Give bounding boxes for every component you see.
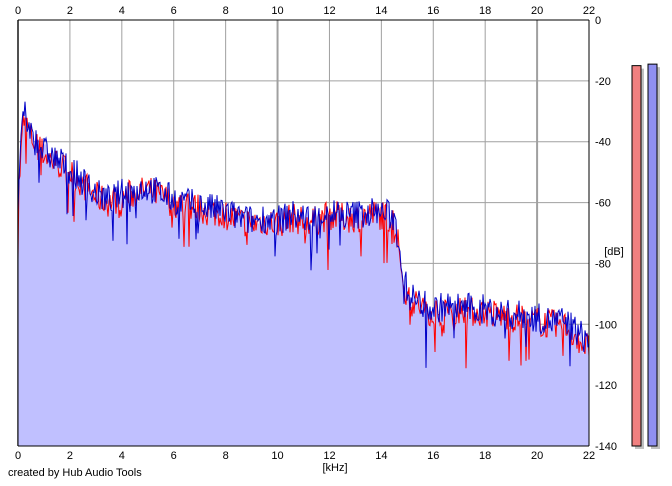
x-tick-label-bottom: 2: [67, 450, 73, 462]
y-tick-label: -40: [595, 137, 611, 149]
y-tick-label: 0: [595, 15, 601, 27]
x-tick-label-top: 4: [119, 5, 125, 17]
y-axis-label: [dB]: [604, 246, 624, 258]
y-tick-label: -140: [595, 441, 617, 453]
footer-credit: created by Hub Audio Tools: [8, 467, 142, 479]
x-tick-label-bottom: 0: [15, 450, 21, 462]
series-line-left: [17, 113, 590, 369]
y-tick-label: -80: [595, 258, 611, 270]
y-tick-label: -120: [595, 380, 617, 392]
x-tick-label-top: 10: [271, 5, 283, 17]
y-tick-label: -100: [595, 319, 617, 331]
x-tick-label-top: 6: [171, 5, 177, 17]
x-tick-label-top: 22: [583, 5, 595, 17]
x-tick-label-top: 14: [375, 5, 387, 17]
x-tick-label-top: 20: [531, 5, 543, 17]
x-tick-label-top: 2: [67, 5, 73, 17]
x-tick-label-top: 18: [479, 5, 491, 17]
x-tick-label-bottom: 10: [271, 450, 283, 462]
x-tick-label-bottom: 14: [375, 450, 387, 462]
level-meter-bar: [631, 65, 642, 447]
x-tick-label-bottom: 20: [531, 450, 543, 462]
x-tick-label-bottom: 22: [583, 450, 595, 462]
x-tick-label-top: 16: [427, 5, 439, 17]
x-tick-label-bottom: 8: [223, 450, 229, 462]
x-tick-label-top: 0: [15, 5, 21, 17]
spectrum-lines: [17, 101, 590, 369]
x-tick-label-bottom: 4: [119, 450, 125, 462]
plot-frame: [17, 19, 590, 447]
x-tick-label-top: 8: [223, 5, 229, 17]
level-meter-bar: [647, 63, 658, 447]
series-line-right: [17, 101, 590, 368]
y-tick-labels: 0 -20 -40 -60 -80 -100 -120 -140: [595, 15, 617, 453]
x-tick-label-bottom: 6: [171, 450, 177, 462]
level-meters: [631, 63, 660, 450]
x-tick-label-bottom: 18: [479, 450, 491, 462]
x-tick-label-bottom: 12: [323, 450, 335, 462]
x-tick-label-top: 12: [323, 5, 335, 17]
y-tick-label: -60: [595, 198, 611, 210]
y-tick-label: -20: [595, 76, 611, 88]
x-axis-label: [kHz]: [322, 462, 347, 474]
x-tick-label-bottom: 16: [427, 450, 439, 462]
